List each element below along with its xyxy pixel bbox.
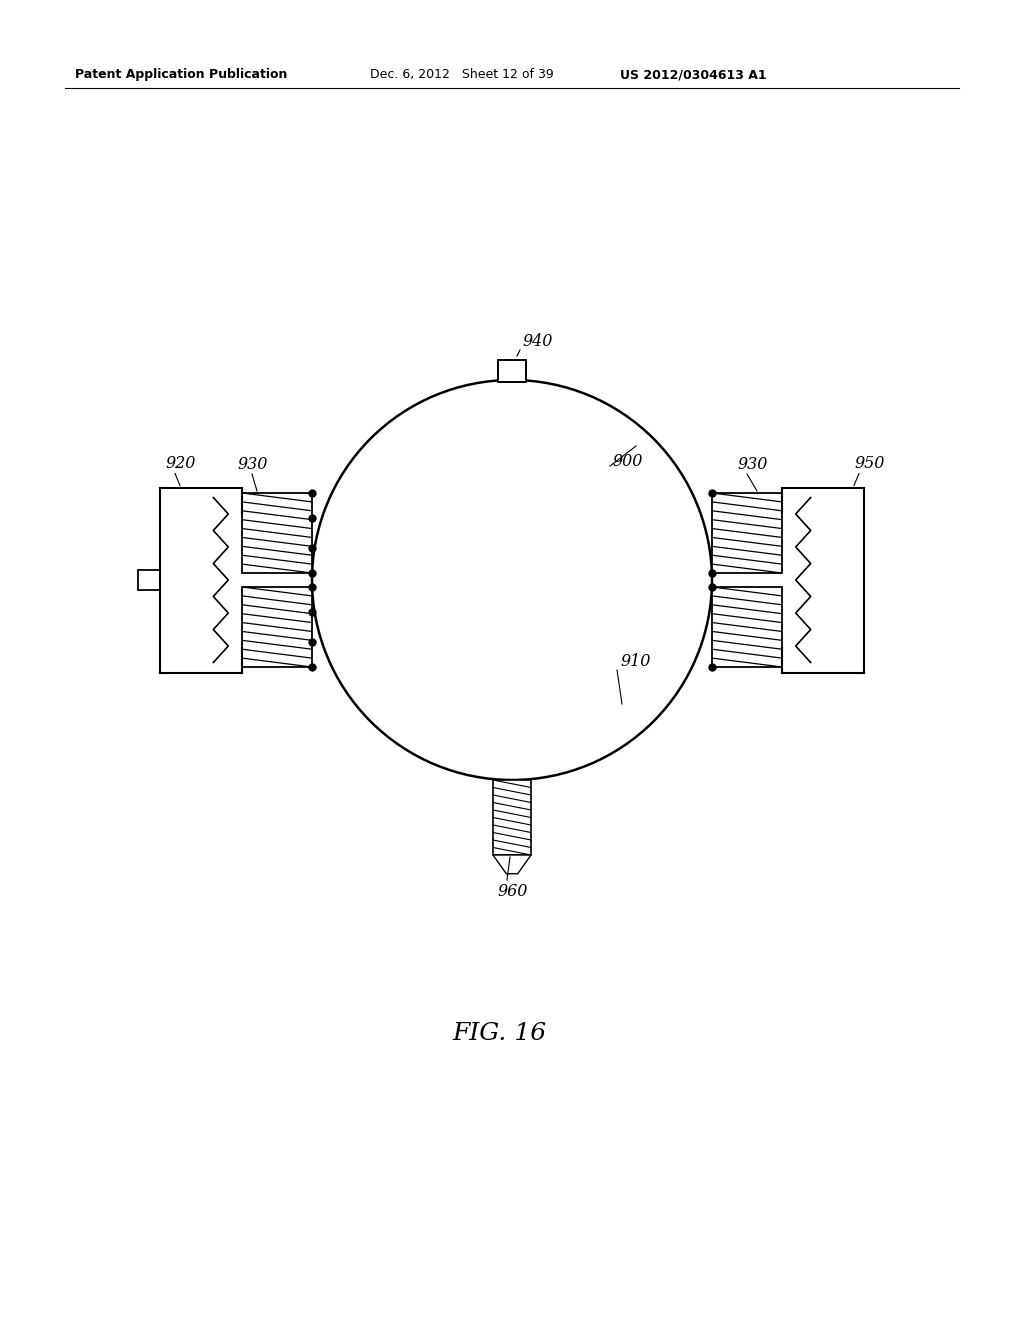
Bar [242, 587, 312, 667]
Bar [493, 780, 531, 855]
Text: Dec. 6, 2012   Sheet 12 of 39: Dec. 6, 2012 Sheet 12 of 39 [370, 69, 554, 81]
Text: US 2012/0304613 A1: US 2012/0304613 A1 [620, 69, 767, 81]
Bar [493, 780, 531, 855]
Text: 960: 960 [497, 883, 527, 900]
Text: 920: 920 [165, 455, 196, 473]
Text: FIG. 16: FIG. 16 [452, 1022, 546, 1045]
Text: 930: 930 [737, 455, 767, 473]
Bar [498, 360, 526, 381]
Text: Patent Application Publication: Patent Application Publication [75, 69, 288, 81]
Bar [712, 492, 782, 573]
Polygon shape [493, 855, 531, 874]
Text: 910: 910 [620, 653, 650, 671]
Bar [782, 487, 864, 672]
Bar [712, 587, 782, 667]
Bar [712, 492, 782, 573]
Text: 950: 950 [854, 455, 885, 473]
Text: 930: 930 [237, 455, 267, 473]
Text: 900: 900 [612, 453, 642, 470]
Bar [242, 492, 312, 573]
Text: 940: 940 [522, 333, 552, 350]
Bar [242, 587, 312, 667]
Bar [242, 492, 312, 573]
Bar [160, 487, 242, 672]
Bar [712, 587, 782, 667]
